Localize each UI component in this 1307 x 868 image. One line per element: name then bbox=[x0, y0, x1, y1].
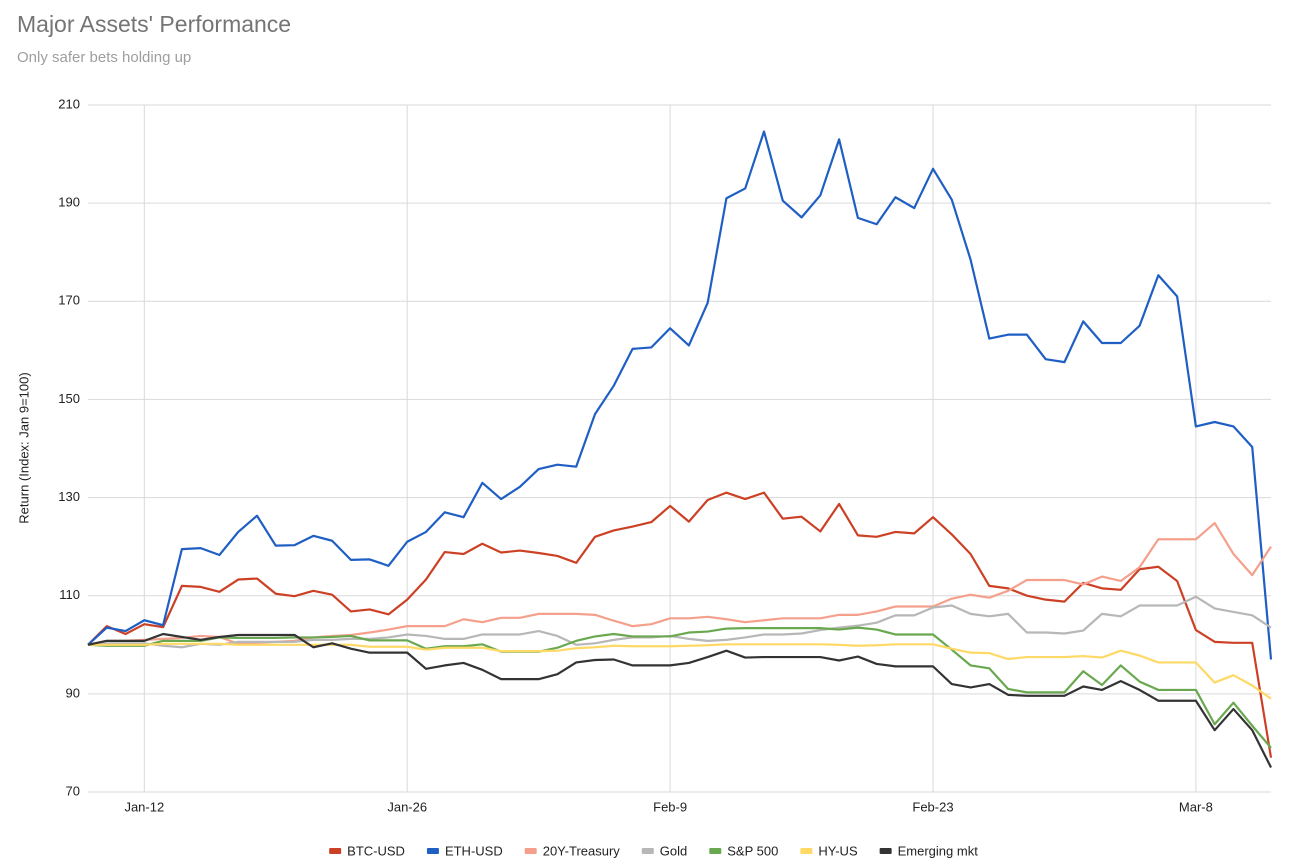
x-tick-label: Jan-12 bbox=[124, 799, 164, 814]
y-tick-label: 150 bbox=[58, 391, 80, 406]
series-line bbox=[87, 130, 1273, 660]
legend-swatch bbox=[800, 848, 813, 854]
chart-title: Major Assets' Performance bbox=[17, 11, 291, 37]
legend-swatch bbox=[426, 848, 439, 854]
x-tick-label: Jan-26 bbox=[387, 799, 427, 814]
series-line bbox=[87, 595, 1272, 649]
y-tick-label: 190 bbox=[58, 195, 80, 210]
legend: BTC-USD ETH-USD 20Y-Treasury Gold S&P 500 HY-… bbox=[329, 843, 978, 858]
series-line bbox=[87, 521, 1272, 646]
y-tick-label: 70 bbox=[66, 783, 80, 798]
x-tick-label: Mar-8 bbox=[1179, 799, 1213, 814]
y-tick-label: 170 bbox=[58, 293, 80, 308]
x-tick-label: Feb-23 bbox=[912, 799, 953, 814]
y-tick-label: 110 bbox=[59, 587, 80, 602]
y-tick-label: 130 bbox=[58, 489, 80, 504]
legend-swatch bbox=[524, 848, 537, 854]
series-line bbox=[87, 626, 1272, 749]
chart-subtitle: Only safer bets holding up bbox=[17, 49, 191, 66]
x-tick-label: Feb-9 bbox=[653, 799, 687, 814]
series-line bbox=[87, 632, 1272, 768]
legend-swatch bbox=[329, 848, 342, 854]
legend-swatch bbox=[641, 848, 654, 854]
legend-label: S&P 500 bbox=[727, 843, 778, 858]
grid: 70 90 110 130 150 170 190 210 Jan-12 Jan-26 Feb-9 F… bbox=[58, 96, 1271, 814]
legend-label: BTC-USD bbox=[347, 843, 405, 858]
legend-label: Gold bbox=[660, 843, 687, 858]
legend-label: ETH-USD bbox=[445, 843, 503, 858]
legend-label: HY-US bbox=[818, 843, 858, 858]
y-tick-label: 90 bbox=[66, 685, 80, 700]
series-line bbox=[88, 642, 1272, 700]
legend-label: Emerging mkt bbox=[898, 843, 979, 858]
legend-label: 20Y-Treasury bbox=[543, 843, 621, 858]
y-tick-label: 210 bbox=[58, 96, 80, 111]
legend-swatch bbox=[709, 848, 722, 854]
legend-swatch bbox=[879, 848, 892, 854]
lines bbox=[87, 130, 1273, 768]
series-line bbox=[87, 491, 1273, 758]
y-axis-label: Return (Index: Jan 9=100) bbox=[16, 372, 31, 523]
